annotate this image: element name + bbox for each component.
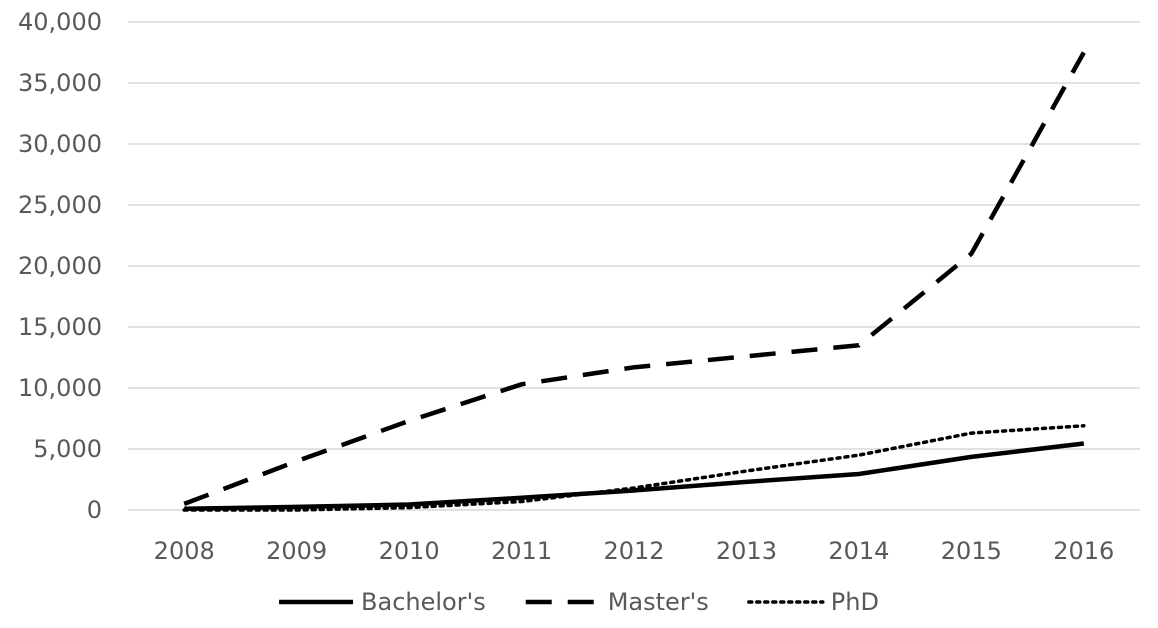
x-tick-label: 2009	[266, 537, 327, 565]
y-tick-label: 0	[87, 496, 102, 524]
x-tick-label: 2010	[379, 537, 440, 565]
legend-label: PhD	[831, 588, 879, 616]
y-tick-label: 10,000	[18, 374, 102, 402]
legend-item: PhD	[747, 588, 879, 616]
x-tick-label: 2015	[941, 537, 1002, 565]
legend-label: Bachelor's	[361, 588, 486, 616]
y-axis-tick-labels: 0 5,000 10,000 15,000 20,000 25,000 30,000 35,0…	[18, 8, 102, 524]
legend-item: Master's	[525, 588, 709, 616]
y-tick-label: 20,000	[18, 252, 102, 280]
legend-item: Bachelor's	[279, 588, 486, 616]
legend-label: Master's	[608, 588, 709, 616]
x-axis-tick-labels: 2008 2009 2010 2011 2012 2013 2014 2015 2016	[154, 537, 1115, 565]
legend: Bachelor's Master's PhD	[279, 588, 879, 616]
y-tick-label: 25,000	[18, 191, 102, 219]
y-tick-label: 5,000	[33, 435, 102, 463]
series-lines	[182, 51, 1086, 512]
x-tick-label: 2013	[716, 537, 777, 565]
y-tick-label: 15,000	[18, 313, 102, 341]
series-line-bachelors	[184, 441, 1085, 512]
x-tick-label: 2011	[491, 537, 552, 565]
series-line-masters	[183, 51, 1086, 507]
x-tick-label: 2012	[603, 537, 664, 565]
x-tick-label: 2008	[154, 537, 215, 565]
x-tick-label: 2016	[1053, 537, 1114, 565]
series-line-phd	[182, 424, 1086, 512]
y-tick-label: 40,000	[18, 8, 102, 36]
y-tick-label: 30,000	[18, 130, 102, 158]
y-tick-label: 35,000	[18, 69, 102, 97]
x-tick-label: 2014	[828, 537, 889, 565]
grid-lines	[128, 21, 1140, 511]
